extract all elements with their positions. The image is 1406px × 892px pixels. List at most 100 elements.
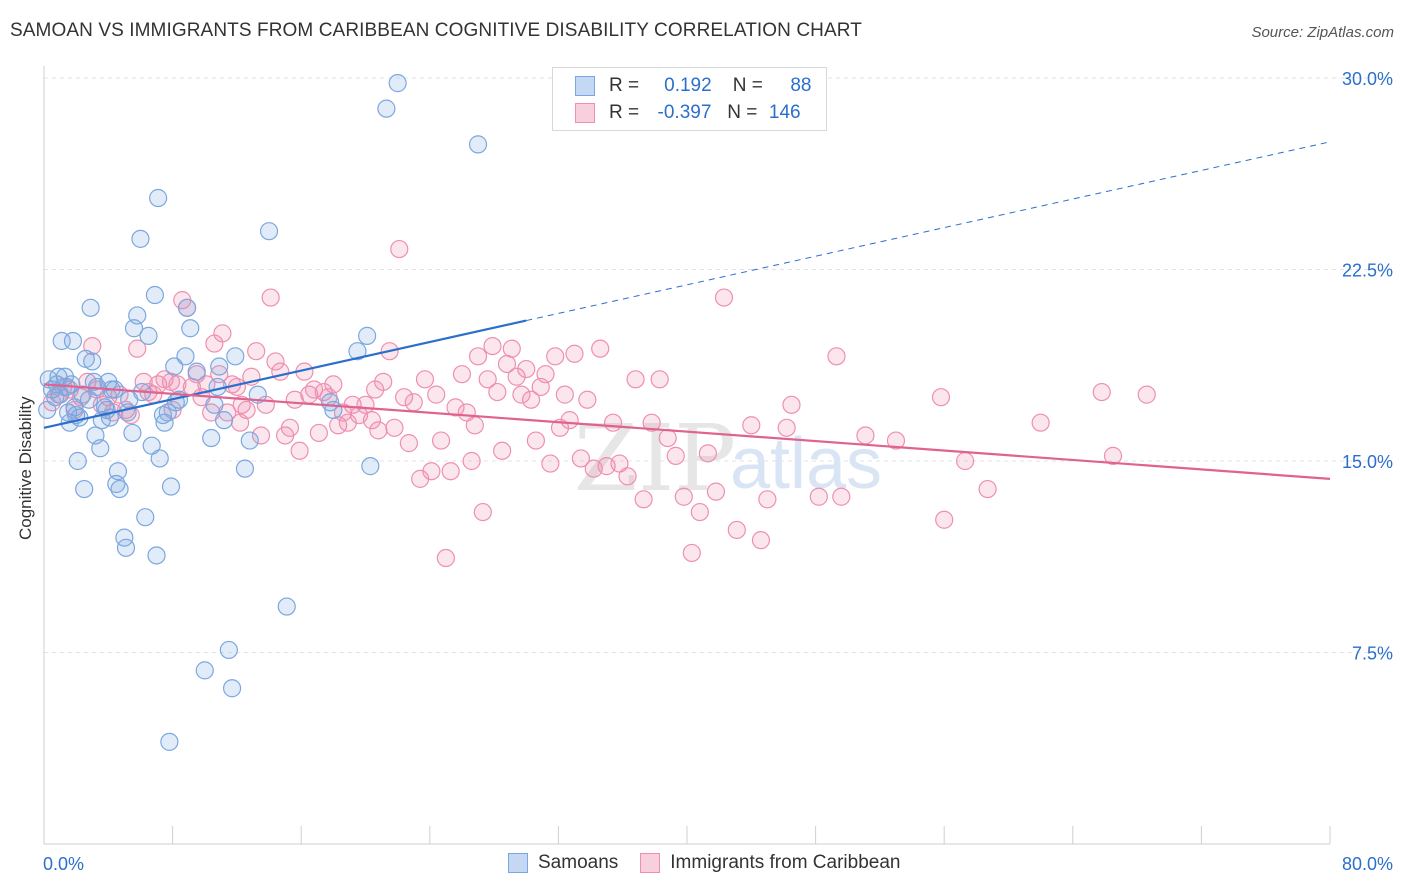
caribbean-point (427, 385, 446, 404)
caribbean-point (603, 413, 623, 432)
legend-row-caribbean: R = -0.397 N = 146 (575, 100, 801, 126)
caribbean-point (462, 451, 481, 471)
chart-title: SAMOAN VS IMMIGRANTS FROM CARIBBEAN COGN… (10, 20, 862, 41)
caribbean-point (362, 411, 382, 430)
legend-item-samoans[interactable]: Samoans (508, 852, 618, 874)
caribbean-point (546, 347, 565, 366)
caribbean-point (634, 490, 653, 509)
caribbean-trend-line (43, 383, 1331, 480)
caribbean-point (366, 380, 385, 399)
caribbean-point (512, 385, 531, 404)
caribbean-point (955, 451, 975, 471)
caribbean-point (290, 441, 309, 460)
legend-swatch-caribbean (640, 853, 661, 873)
caribbean-point (197, 375, 216, 394)
legend-item-caribbean[interactable]: Immigrants from Caribbean (640, 852, 900, 874)
legend-r-label: R = (609, 102, 640, 123)
caribbean-point (578, 390, 597, 409)
caribbean-point (560, 411, 579, 430)
caribbean-point (565, 344, 584, 363)
caribbean-point (231, 413, 250, 432)
x-tick-label: 0.0% (43, 854, 84, 874)
caribbean-point (385, 418, 404, 437)
caribbean-point (399, 434, 419, 453)
samoan-point (195, 661, 214, 680)
caribbean-point (369, 421, 388, 440)
samoan-point (149, 188, 168, 208)
samoan-point (161, 477, 181, 496)
samoan-point (110, 479, 129, 499)
caribbean-point (650, 370, 669, 389)
samoan-trend-line (43, 319, 527, 429)
caribbean-point (431, 431, 451, 450)
caribbean-point (343, 395, 362, 414)
caribbean-point (666, 446, 685, 465)
caribbean-point (415, 370, 435, 389)
caribbean-point (626, 370, 645, 389)
caribbean-point (1092, 382, 1111, 402)
caribbean-point (727, 520, 746, 540)
samoan-point (131, 229, 150, 248)
caribbean-point (521, 390, 541, 409)
samoan-point (116, 538, 136, 557)
caribbean-point (309, 423, 328, 443)
samoan-point (99, 372, 118, 391)
samoan-point (358, 326, 377, 345)
caribbean-point (324, 375, 343, 394)
caribbean-point (978, 479, 997, 499)
caribbean-point (698, 444, 717, 463)
samoan-point (38, 400, 57, 420)
legend-r-value: -0.397 (657, 102, 712, 123)
samoan-point (150, 449, 169, 468)
samoan-point (68, 451, 87, 471)
caribbean-point (642, 413, 661, 432)
y-tick-label: 7.5% (1352, 644, 1393, 664)
caribbean-point (856, 426, 875, 445)
samoan-trend-extension (526, 141, 1331, 322)
caribbean-point (422, 462, 441, 481)
caribbean-point (886, 431, 906, 450)
caribbean-point (674, 487, 693, 506)
samoan-point (202, 428, 221, 448)
samoan-point (123, 423, 142, 443)
legend-row-samoans: R = 0.192 N = 88 (575, 73, 811, 99)
samoan-point (324, 400, 343, 420)
caribbean-point (526, 431, 545, 450)
caribbean-point (1103, 446, 1123, 465)
samoan-point (128, 306, 147, 325)
legend-n-value: 146 (768, 102, 801, 123)
source-label: Source: ZipAtlas.com (1251, 24, 1394, 41)
samoan-point (75, 479, 94, 499)
legend-r-value: 0.192 (664, 75, 712, 96)
series-legend: Samoans Immigrants from Caribbean (508, 852, 922, 874)
caribbean-point (390, 239, 409, 259)
samoan-point (153, 405, 173, 425)
caribbean-point (827, 347, 846, 366)
samoan-point (136, 508, 155, 527)
tick-labels: 7.5% 15.0% 22.5% 30.0% 0.0% 80.0% (43, 69, 1393, 874)
samoan-point (361, 457, 380, 476)
caribbean-point (394, 388, 414, 407)
samoan-point (81, 298, 100, 317)
y-tick-label: 15.0% (1342, 452, 1393, 472)
axes (43, 66, 1331, 845)
caribbean-point (493, 441, 512, 460)
samoan-point (176, 347, 195, 366)
caribbean-point (1137, 385, 1156, 404)
caribbean-point (473, 502, 492, 522)
caribbean-point (478, 370, 497, 389)
caribbean-point (232, 395, 251, 414)
caribbean-point (507, 367, 526, 386)
caribbean-point (446, 398, 465, 417)
samoan-point (147, 546, 166, 565)
y-tick-label: 30.0% (1342, 69, 1393, 89)
caribbean-point (441, 462, 460, 481)
x-tick-label: 80.0% (1342, 854, 1393, 874)
caribbean-point (436, 548, 455, 568)
legend-swatch-samoans (508, 853, 528, 873)
caribbean-point (261, 288, 280, 307)
legend-label-samoans: Samoans (538, 852, 619, 873)
caribbean-point (618, 467, 637, 486)
stats-legend: R = 0.192 N = 88 R = -0.397 N = 146 (552, 67, 827, 131)
